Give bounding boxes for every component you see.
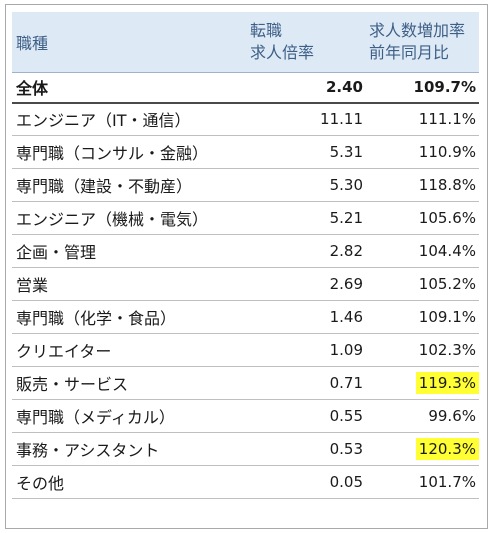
growth-rate-cell: 109.1% [367, 300, 479, 334]
growth-rate-cell: 99.6% [367, 399, 479, 433]
header-job-type: 職種 [12, 12, 246, 73]
header-growth-rate-line2: 前年同月比 [369, 43, 450, 62]
total-ratio: 2.40 [246, 72, 367, 104]
growth-rate-cell: 105.2% [367, 267, 479, 301]
job-ratio-cell: 5.31 [246, 135, 367, 169]
table-row: その他 0.05 101.7% [12, 465, 479, 499]
job-ratio-cell: 5.30 [246, 168, 367, 202]
job-type-cell: 専門職（コンサル・金融） [12, 135, 246, 169]
job-ratio-cell: 1.46 [246, 300, 367, 334]
table-row: 専門職（コンサル・金融） 5.31 110.9% [12, 135, 479, 169]
header-growth-rate: 求人数増加率 前年同月比 [367, 12, 479, 73]
growth-rate-cell: 110.9% [367, 135, 479, 169]
job-type-cell: 営業 [12, 267, 246, 301]
job-type-cell: 事務・アシスタント [12, 432, 246, 466]
job-type-cell: 販売・サービス [12, 366, 246, 400]
header-row: 職種 転職 求人倍率 求人数増加率 前年同月比 [12, 12, 479, 73]
job-ratio-cell: 2.82 [246, 234, 367, 268]
growth-rate-cell: 111.1% [367, 102, 479, 136]
growth-rate-cell: 120.3% [367, 432, 479, 466]
growth-rate-cell: 104.4% [367, 234, 479, 268]
highlighted-growth-value: 119.3% [415, 372, 479, 394]
job-type-cell: 専門職（建設・不動産） [12, 168, 246, 202]
growth-rate-cell: 105.6% [367, 201, 479, 235]
job-type-cell: エンジニア（IT・通信） [12, 102, 246, 136]
job-type-cell: 専門職（化学・食品） [12, 300, 246, 334]
job-ratio-cell: 1.09 [246, 333, 367, 367]
table-row: 専門職（建設・不動産） 5.30 118.8% [12, 168, 479, 202]
header-job-ratio-line2: 求人倍率 [250, 43, 315, 62]
growth-rate-cell: 119.3% [367, 366, 479, 400]
total-name: 全体 [12, 72, 246, 104]
header-growth-rate-line1: 求人数増加率 [369, 21, 466, 40]
job-type-cell: エンジニア（機械・電気） [12, 201, 246, 235]
total-growth: 109.7% [367, 72, 479, 104]
job-type-cell: クリエイター [12, 333, 246, 367]
job-type-cell: 企画・管理 [12, 234, 246, 268]
job-ratio-cell: 11.11 [246, 102, 367, 136]
header-job-ratio-line1: 転職 [250, 21, 283, 40]
table-row: 販売・サービス 0.71 119.3% [12, 366, 479, 400]
table-row: 専門職（メディカル） 0.55 99.6% [12, 399, 479, 433]
total-row: 全体 2.40 109.7% [12, 72, 479, 104]
table-row: 企画・管理 2.82 104.4% [12, 234, 479, 268]
job-ratio-cell: 0.55 [246, 399, 367, 433]
job-ratio-cell: 2.69 [246, 267, 367, 301]
job-ratio-cell: 0.05 [246, 465, 367, 499]
job-type-cell: その他 [12, 465, 246, 499]
table-row: エンジニア（IT・通信） 11.11 111.1% [12, 102, 479, 136]
table-row: 事務・アシスタント 0.53 120.3% [12, 432, 479, 466]
table-body: 全体 2.40 109.7% エンジニア（IT・通信） 11.11 111.1% 専門… [12, 72, 479, 499]
job-ratio-cell: 5.21 [246, 201, 367, 235]
job-ratio-cell: 0.71 [246, 366, 367, 400]
growth-rate-cell: 118.8% [367, 168, 479, 202]
job-ratio-cell: 0.53 [246, 432, 367, 466]
header-job-ratio: 転職 求人倍率 [246, 12, 367, 73]
table-row: 営業 2.69 105.2% [12, 267, 479, 301]
table-row: 専門職（化学・食品） 1.46 109.1% [12, 300, 479, 334]
table-row: エンジニア（機械・電気） 5.21 105.6% [12, 201, 479, 235]
job-openings-table: 職種 転職 求人倍率 求人数増加率 前年同月比 全体 2.40 109.7% エ… [12, 12, 479, 499]
growth-rate-cell: 102.3% [367, 333, 479, 367]
highlighted-growth-value: 120.3% [415, 438, 479, 460]
table-header: 職種 転職 求人倍率 求人数増加率 前年同月比 [12, 12, 479, 73]
table-row: クリエイター 1.09 102.3% [12, 333, 479, 367]
growth-rate-cell: 101.7% [367, 465, 479, 499]
job-type-cell: 専門職（メディカル） [12, 399, 246, 433]
